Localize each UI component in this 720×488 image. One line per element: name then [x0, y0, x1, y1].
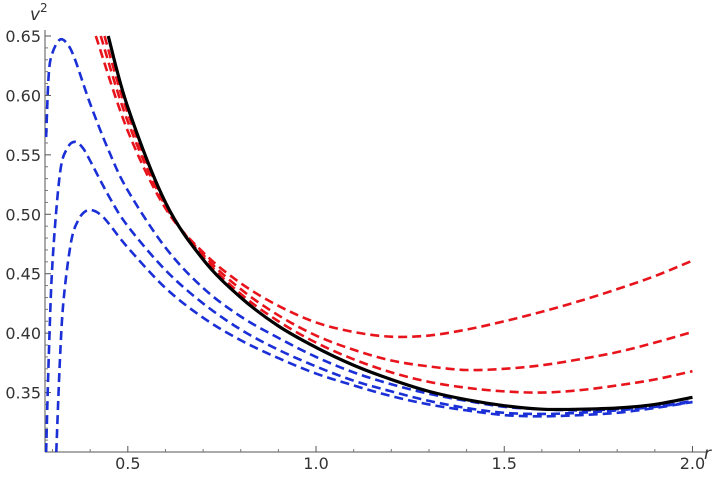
y-tick-label: 0.60 — [5, 86, 41, 105]
x-tick-label: 0.5 — [115, 454, 140, 473]
x-tick-label: 1.0 — [303, 454, 328, 473]
series-line-blue-5 — [45, 140, 693, 452]
ticks: 0.5 1.0 1.5 2.0 0.35 0.40 0.45 0.50 0.55 0.60 0.65 — [5, 27, 705, 473]
series-line-red-3 — [103, 35, 693, 394]
series-line-red-1 — [94, 35, 693, 339]
y-tick-label: 0.50 — [5, 205, 41, 224]
y-tick-label: 0.40 — [5, 324, 41, 343]
y-axis-label-superscript: 2 — [40, 1, 48, 15]
y-tick-label: 0.55 — [5, 146, 41, 165]
curves — [45, 35, 693, 452]
axes — [44, 30, 706, 453]
y-tick-label: 0.35 — [5, 384, 41, 403]
x-tick-label: 2.0 — [680, 454, 705, 473]
series-line-black-0 — [106, 35, 693, 412]
y-tick-label: 0.45 — [5, 265, 41, 284]
series-line-blue-6 — [54, 208, 693, 452]
x-axis-label: r — [704, 444, 712, 464]
series-line-red-2 — [99, 35, 693, 372]
x-tick-label: 1.5 — [492, 454, 517, 473]
y-axis-label: v — [30, 5, 41, 25]
y-tick-label: 0.65 — [5, 27, 41, 46]
